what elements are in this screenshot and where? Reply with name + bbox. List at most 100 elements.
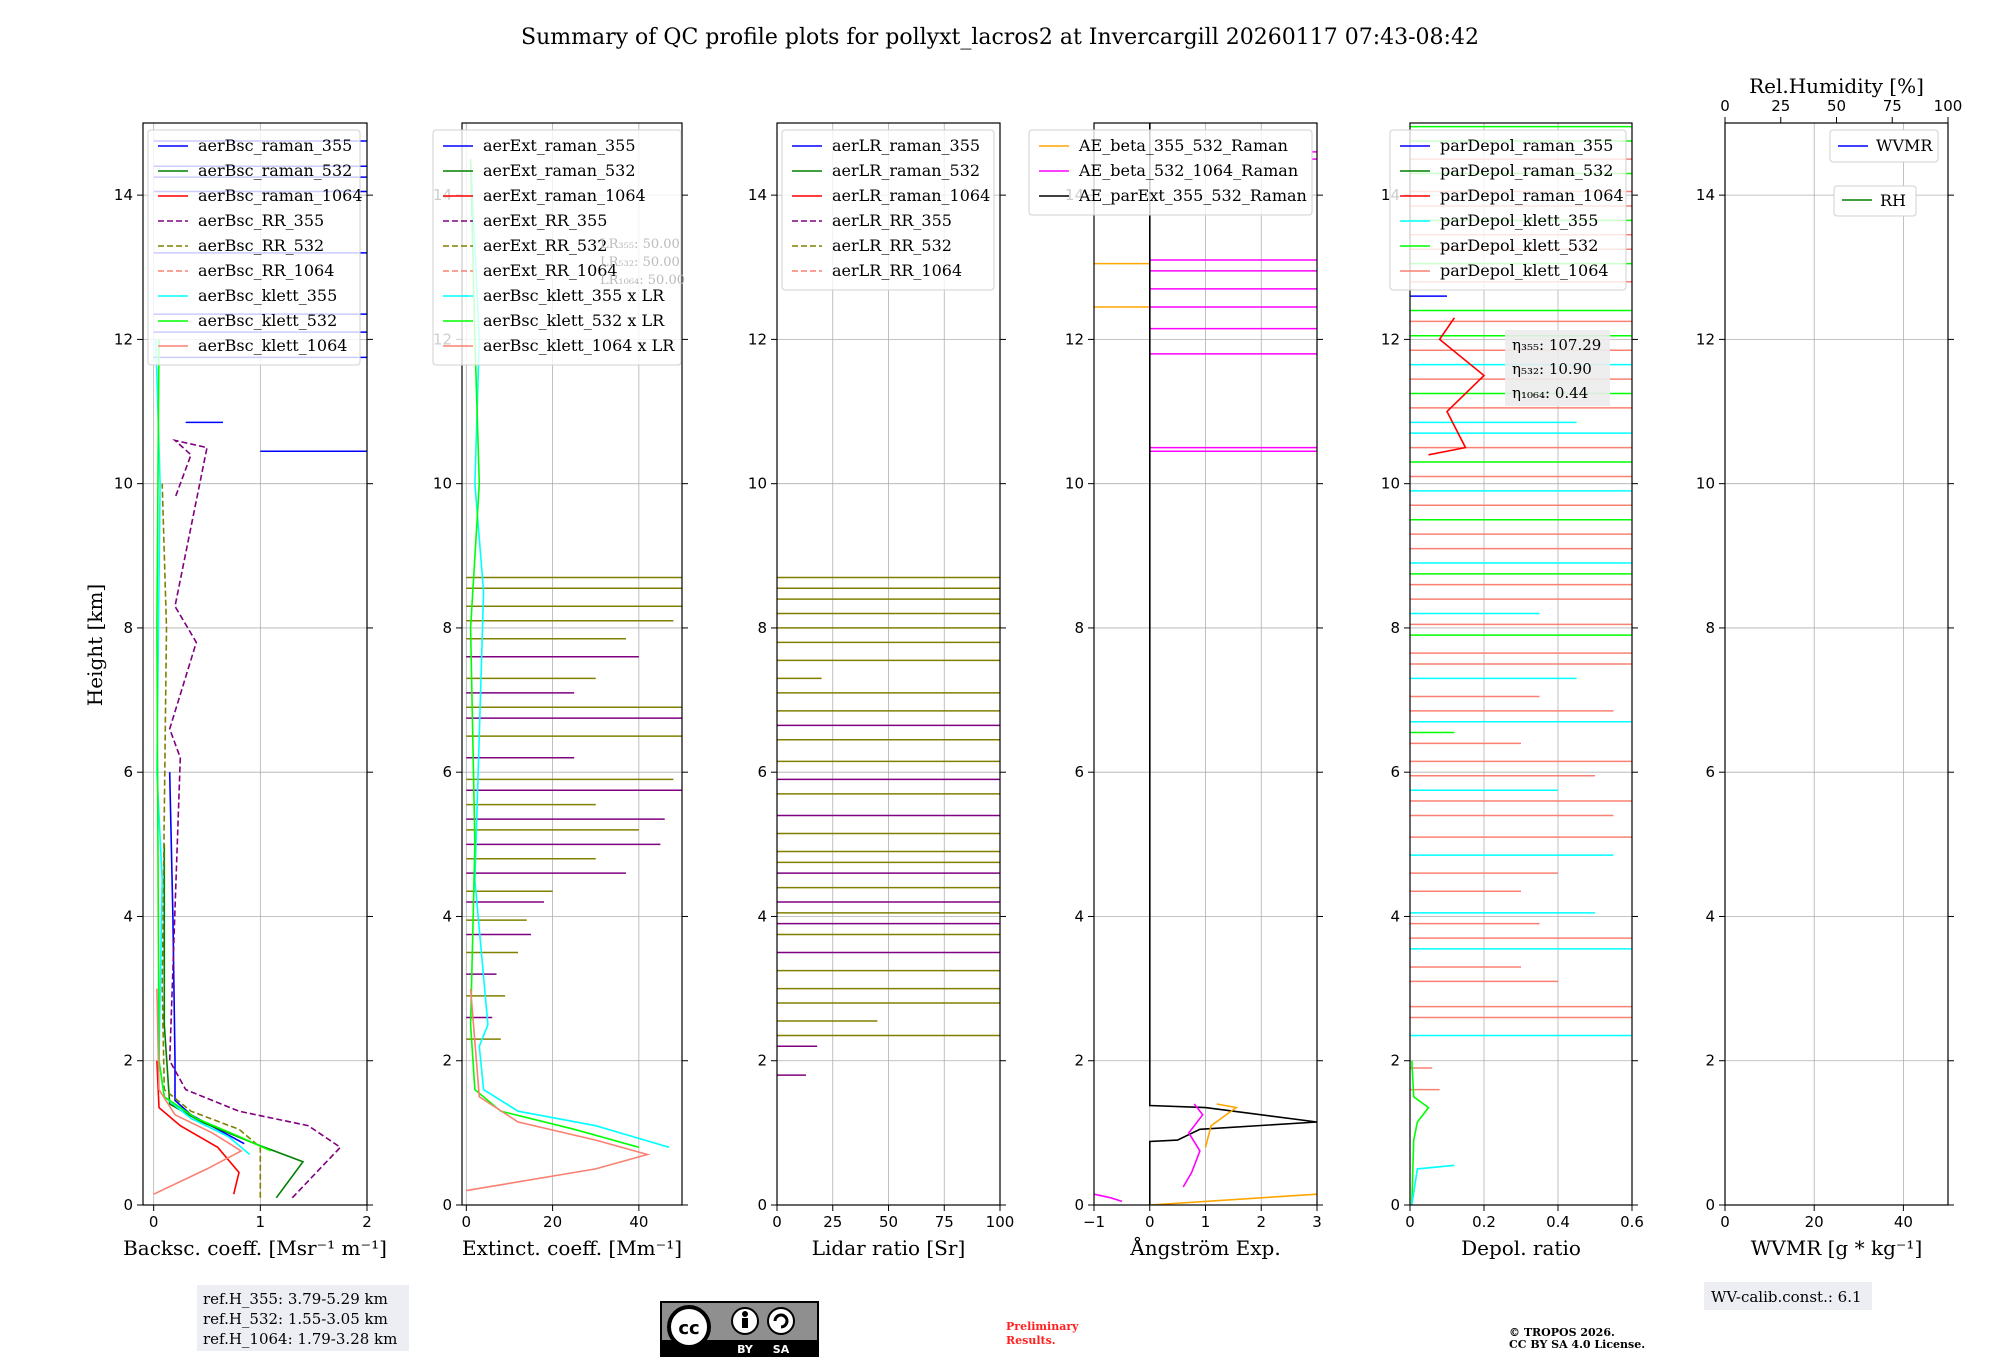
y-tick-label: 10 bbox=[1381, 475, 1400, 493]
y-tick-label: 12 bbox=[1696, 330, 1715, 348]
top-x-tick-label: 50 bbox=[1827, 97, 1846, 115]
legend: AE_beta_355_532_Raman AE_beta_532_1064_Ra… bbox=[1028, 129, 1313, 216]
series-line-aerbsc-raman-355 bbox=[168, 772, 245, 1145]
x-tick-label: 0 bbox=[1720, 1213, 1730, 1231]
top-x-tick-label: 0 bbox=[1720, 97, 1730, 115]
axes-frame bbox=[1724, 122, 1949, 1206]
legend-label: parDepol_raman_355 bbox=[1440, 136, 1613, 155]
y-tick-label: 10 bbox=[433, 475, 452, 493]
y-tick-label: 2 bbox=[123, 1052, 133, 1070]
x-axis-label: Backsc. coeff. [Msr⁻¹ m⁻¹] bbox=[123, 1236, 387, 1260]
preliminary-line-2: Results. bbox=[1006, 1334, 1056, 1347]
preliminary-line-1: Preliminary bbox=[1006, 1320, 1079, 1333]
info-box-background bbox=[1704, 1282, 1872, 1310]
series-line-ae-beta-355-532-raman bbox=[1149, 1193, 1317, 1205]
legend-label: aerLR_RR_1064 bbox=[832, 261, 962, 280]
legend: aerLR_raman_355 aerLR_raman_532 aerLR_rama… bbox=[781, 129, 995, 291]
legend-label: aerExt_raman_532 bbox=[483, 161, 636, 180]
x-tick-label: 0 bbox=[772, 1213, 782, 1231]
y-tick-label: 6 bbox=[1705, 763, 1715, 781]
series-line-aerbsc-raman-532 bbox=[163, 844, 305, 1199]
x-tick-label: −1 bbox=[1083, 1213, 1105, 1231]
legend-label: aerLR_raman_355 bbox=[832, 136, 980, 155]
y-tick-label: 4 bbox=[442, 907, 452, 925]
y-tick-label: 0 bbox=[1074, 1196, 1084, 1214]
y-tick-label: 8 bbox=[757, 619, 767, 637]
legend-label: AE_beta_532_1064_Raman bbox=[1078, 161, 1298, 180]
y-tick-label: 8 bbox=[1074, 619, 1084, 637]
y-tick-label: 14 bbox=[1696, 186, 1715, 204]
legend-label: aerLR_RR_532 bbox=[832, 236, 952, 255]
x-tick-label: 3 bbox=[1312, 1213, 1322, 1231]
legend-box bbox=[1389, 129, 1627, 291]
sa-share-arrow bbox=[773, 1313, 789, 1329]
x-tick-label: 50 bbox=[879, 1213, 898, 1231]
legend-label: aerBsc_raman_355 bbox=[198, 136, 352, 155]
legend-box bbox=[432, 129, 682, 366]
y-tick-label: 4 bbox=[1705, 907, 1715, 925]
y-tick-label: 8 bbox=[1705, 619, 1715, 637]
y-tick-label: 10 bbox=[114, 475, 133, 493]
legend: parDepol_raman_355 parDepol_raman_532 parD… bbox=[1389, 129, 1627, 291]
legend-label: RH bbox=[1880, 191, 1906, 210]
x-axis-label: Depol. ratio bbox=[1461, 1236, 1581, 1260]
by-person-head bbox=[742, 1311, 748, 1317]
data-layer bbox=[466, 159, 682, 1192]
x-tick-label: 1 bbox=[256, 1213, 266, 1231]
legend-label: aerBsc_raman_532 bbox=[198, 161, 352, 180]
panel-lidar_ratio: 0 25 50 75 100 0 2 4 6 8 10 12 14 Lidar ratio [Sr] aer… bbox=[748, 122, 1015, 1260]
legend-label: AE_beta_355_532_Raman bbox=[1078, 136, 1288, 155]
panel-extinction: 0204002468101214Extinct. coeff. [Mm⁻¹]ae… bbox=[432, 122, 688, 1260]
legend-label: AE_parExt_355_532_Raman bbox=[1078, 186, 1307, 205]
legend-box bbox=[1028, 129, 1313, 216]
y-tick-label: 6 bbox=[1074, 763, 1084, 781]
y-tick-label: 0 bbox=[123, 1196, 133, 1214]
legend-box bbox=[147, 129, 361, 366]
x-tick-label: 0 bbox=[462, 1213, 472, 1231]
wv-calib-text: WV-calib.const.: 6.1 bbox=[1711, 1288, 1862, 1306]
x-tick-label: 100 bbox=[986, 1213, 1015, 1231]
top-x-axis-label: Rel.Humidity [%] bbox=[1749, 74, 1924, 98]
grid-lines bbox=[1724, 123, 1948, 1206]
by-person-body bbox=[742, 1318, 748, 1328]
ref-height-line: ref.H_1064: 1.79-3.28 km bbox=[203, 1330, 397, 1348]
series-line-pardepol-klett-355 bbox=[1411, 1164, 1455, 1205]
y-tick-label: 0 bbox=[1390, 1196, 1400, 1214]
copyright-line-2: CC BY SA 4.0 License. bbox=[1509, 1338, 1645, 1351]
series-line-pardepol-klett-532 bbox=[1411, 1060, 1430, 1205]
figure-title: Summary of QC profile plots for pollyxt_… bbox=[521, 25, 1479, 50]
y-tick-label: 6 bbox=[757, 763, 767, 781]
eta-info-line: η₃₅₅: 107.29 bbox=[1512, 336, 1601, 354]
y-tick-label: 14 bbox=[748, 186, 767, 204]
data-layer bbox=[1094, 123, 1317, 1205]
ref-height-line: ref.H_532: 1.55-3.05 km bbox=[203, 1310, 388, 1328]
panel-water_vapor: 0 20 40 0 2 4 6 8 10 12 14 WVMR [g * kg⁻¹] 0 25 50 75 10… bbox=[1696, 74, 1962, 1310]
legend-label: WVMR bbox=[1876, 136, 1933, 155]
x-tick-label: 2 bbox=[362, 1213, 372, 1231]
legend-label: aerBsc_raman_1064 bbox=[198, 186, 363, 205]
sa-label: SA bbox=[773, 1343, 790, 1356]
top-x-tick-label: 25 bbox=[1771, 97, 1790, 115]
series-line-pardepol-raman-1064 bbox=[1428, 317, 1486, 456]
panel-depolarization: 00.20.40.602468101214Depol. ratioparDepo… bbox=[1381, 122, 1644, 1260]
legend-label: aerBsc_RR_532 bbox=[198, 236, 324, 255]
y-tick-label: 2 bbox=[442, 1052, 452, 1070]
legend-wvmr: WVMR bbox=[1829, 129, 1939, 163]
wv-calibration-info-box: WV-calib.const.: 6.1 bbox=[1704, 1282, 1872, 1310]
legend-label: aerExt_raman_355 bbox=[483, 136, 636, 155]
lr-info-line: LR₁₀₆₄: 50.00 bbox=[600, 273, 685, 288]
y-axis-label: Height [km] bbox=[83, 584, 107, 706]
y-tick-label: 0 bbox=[1705, 1196, 1715, 1214]
x-tick-label: 0.6 bbox=[1620, 1213, 1644, 1231]
lr-info-line: LR₃₅₅: 50.00 bbox=[600, 237, 680, 252]
legend-label: parDepol_raman_532 bbox=[1440, 161, 1613, 180]
y-tick-label: 0 bbox=[757, 1196, 767, 1214]
reference-height-info-box: ref.H_355: 3.79-5.29 km ref.H_532: 1.55-3… bbox=[197, 1285, 409, 1351]
legend-label: aerExt_RR_355 bbox=[483, 211, 607, 230]
legend-label: aerBsc_klett_532 x LR bbox=[483, 311, 665, 330]
by-label: BY bbox=[737, 1343, 754, 1356]
y-tick-label: 10 bbox=[1065, 475, 1084, 493]
x-tick-label: 40 bbox=[1894, 1213, 1913, 1231]
legend-label: aerBsc_klett_355 bbox=[198, 286, 337, 305]
